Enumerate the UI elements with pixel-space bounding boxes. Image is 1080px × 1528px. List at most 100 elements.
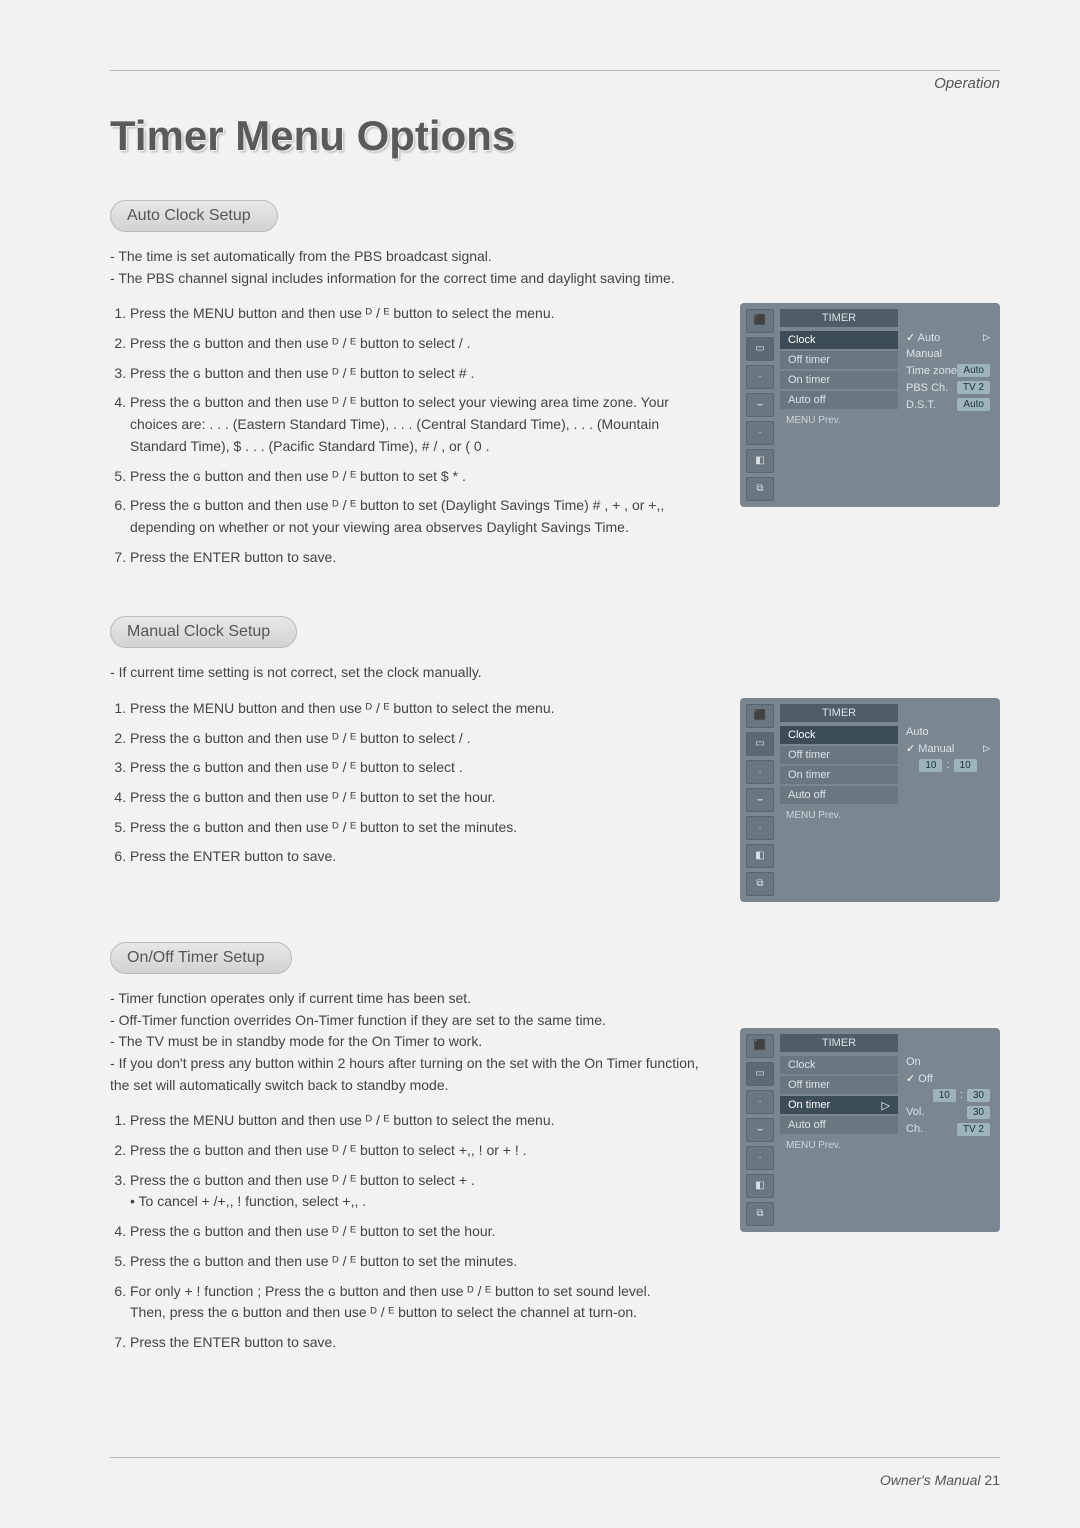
osd-label: PBS Ch. bbox=[906, 382, 948, 394]
osd-title: TIMER bbox=[780, 309, 898, 327]
osd-title: TIMER bbox=[780, 704, 898, 722]
step: Press the ɢ button and then use ᴰ / ᴱ bu… bbox=[130, 1140, 690, 1162]
step: Press the ENTER button to save. bbox=[130, 547, 690, 569]
note: The PBS channel signal includes informat… bbox=[110, 268, 1000, 290]
osd-icon: ⬛ bbox=[746, 309, 774, 333]
step: Press the ɢ button and then use ᴰ / ᴱ bu… bbox=[130, 466, 690, 488]
osd-title: TIMER bbox=[780, 1034, 898, 1052]
arrow-icon: ▷ bbox=[983, 743, 990, 754]
step: Press the ENTER button to save. bbox=[130, 846, 690, 868]
osd-icon: ◧ bbox=[746, 844, 774, 868]
step: Press the ɢ button and then use ᴰ / ᴱ bu… bbox=[130, 1221, 690, 1243]
onoff-steps: Press the MENU button and then use ᴰ / ᴱ… bbox=[110, 1110, 710, 1353]
osd-icon: ▭ bbox=[746, 732, 774, 756]
osd-icon: ⌣ bbox=[746, 393, 774, 417]
osd-item: On timer ▷ bbox=[780, 1096, 898, 1114]
osd-icon: ⌣ bbox=[746, 1118, 774, 1142]
step: For only + ! function ; Press the ɢ butt… bbox=[130, 1281, 690, 1324]
osd-val: 10 bbox=[933, 1089, 956, 1102]
arrow-icon: ▷ bbox=[983, 332, 990, 343]
osd-right: Auto ▷ Manual Time zone Auto PBS Ch. TV 2 D… bbox=[902, 309, 994, 501]
auto-notes: The time is set automatically from the P… bbox=[110, 246, 1000, 289]
osd-icon: · bbox=[746, 760, 774, 784]
osd-val: 10 bbox=[954, 759, 977, 772]
osd-icon: ⧉ bbox=[746, 477, 774, 501]
osd-list: Clock Off timer On timer ▷ Auto off bbox=[780, 1056, 898, 1134]
osd-footer: MENU Prev. bbox=[780, 1136, 898, 1155]
manual-heading: Manual Clock Setup bbox=[110, 616, 297, 648]
osd-icon: ◧ bbox=[746, 449, 774, 473]
osd-icon-col: ⬛ ▭ · ⌣ · ◧ ⧉ bbox=[746, 1034, 776, 1226]
osd-label: Vol. bbox=[906, 1106, 924, 1118]
step: Press the ɢ button and then use ᴰ / ᴱ bu… bbox=[130, 333, 690, 355]
osd-label: Time zone bbox=[906, 365, 957, 377]
page-title: Timer Menu Options bbox=[110, 112, 1000, 160]
osd-icon: ⧉ bbox=[746, 872, 774, 896]
osd-item: Clock bbox=[780, 331, 898, 349]
osd-opt: On bbox=[906, 1056, 921, 1068]
section-manual-clock: Manual Clock Setup If current time setti… bbox=[110, 616, 1000, 902]
section-onoff-timer: On/Off Timer Setup Timer function operat… bbox=[110, 942, 1000, 1362]
osd-val: TV 2 bbox=[957, 381, 990, 394]
osd-item: Clock bbox=[780, 726, 898, 744]
osd-val: 10 bbox=[919, 759, 942, 772]
osd-item: Auto off bbox=[780, 1116, 898, 1134]
manual-notes: If current time setting is not correct, … bbox=[110, 662, 1000, 684]
note: Off-Timer function overrides On-Timer fu… bbox=[110, 1010, 710, 1032]
osd-val: 30 bbox=[967, 1106, 990, 1119]
osd-icon: ◧ bbox=[746, 1174, 774, 1198]
osd-footer: MENU Prev. bbox=[780, 411, 898, 430]
osd-item: Off timer bbox=[780, 1076, 898, 1094]
note: Timer function operates only if current … bbox=[110, 988, 710, 1010]
note: If you don't press any button within 2 h… bbox=[110, 1053, 710, 1096]
colon: : bbox=[960, 1089, 963, 1101]
osd-opt: Auto bbox=[906, 331, 940, 344]
osd-val: TV 2 bbox=[957, 1123, 990, 1136]
operation-label: Operation bbox=[110, 75, 1000, 92]
top-rule bbox=[110, 70, 1000, 71]
osd-item: Auto off bbox=[780, 786, 898, 804]
step: Press the ɢ button and then use ᴰ / ᴱ bu… bbox=[130, 787, 690, 809]
osd-manual: ⬛ ▭ · ⌣ · ◧ ⧉ TIMER Clock Off timer On bbox=[740, 698, 1000, 902]
footer-page: 21 bbox=[984, 1472, 1000, 1488]
note: The time is set automatically from the P… bbox=[110, 246, 1000, 268]
onoff-notes: Timer function operates only if current … bbox=[110, 988, 710, 1096]
osd-auto: ⬛ ▭ · ⌣ · ◧ ⧉ TIMER Clock Off timer On bbox=[740, 303, 1000, 507]
osd-icon: · bbox=[746, 421, 774, 445]
osd-label: D.S.T. bbox=[906, 399, 936, 411]
osd-onoff: ⬛ ▭ · ⌣ · ◧ ⧉ TIMER Clock Off timer On bbox=[740, 1028, 1000, 1232]
osd-icon-col: ⬛ ▭ · ⌣ · ◧ ⧉ bbox=[746, 704, 776, 896]
arrow-icon: ▷ bbox=[882, 1099, 890, 1112]
note: If current time setting is not correct, … bbox=[110, 662, 1000, 684]
osd-icon: · bbox=[746, 816, 774, 840]
osd-val: Auto bbox=[957, 398, 990, 411]
osd-label: Ch. bbox=[906, 1123, 923, 1135]
step: Press the ɢ button and then use ᴰ / ᴱ bu… bbox=[130, 495, 690, 538]
osd-opt: Auto bbox=[906, 726, 929, 738]
osd-opt: Manual bbox=[906, 742, 954, 755]
osd-icon: ⬛ bbox=[746, 704, 774, 728]
osd-right: On Off 10 : 30 Vol.30 Ch.TV 2 bbox=[902, 1034, 994, 1226]
colon: : bbox=[946, 759, 949, 771]
auto-steps: Press the MENU button and then use ᴰ / ᴱ… bbox=[110, 303, 710, 568]
step: Press the ɢ button and then use ᴰ / ᴱ bu… bbox=[130, 363, 690, 385]
osd-icon: ⧉ bbox=[746, 1202, 774, 1226]
osd-item: Auto off bbox=[780, 391, 898, 409]
osd-footer: MENU Prev. bbox=[780, 806, 898, 825]
osd-opt: Manual bbox=[906, 348, 942, 360]
osd-list: Clock Off timer On timer Auto off bbox=[780, 726, 898, 804]
manual-steps: Press the MENU button and then use ᴰ / ᴱ… bbox=[110, 698, 710, 868]
osd-val: 30 bbox=[967, 1089, 990, 1102]
osd-icon: · bbox=[746, 1146, 774, 1170]
step: Press the ɢ button and then use ᴰ / ᴱ bu… bbox=[130, 1251, 690, 1273]
osd-item: Off timer bbox=[780, 351, 898, 369]
osd-icon: · bbox=[746, 365, 774, 389]
step: Press the ɢ button and then use ᴰ / ᴱ bu… bbox=[130, 817, 690, 839]
footer: Owner's Manual 21 bbox=[880, 1472, 1000, 1488]
osd-icon: · bbox=[746, 1090, 774, 1114]
bottom-rule bbox=[110, 1457, 1000, 1458]
osd-list: Clock Off timer On timer Auto off bbox=[780, 331, 898, 409]
osd-item: Clock bbox=[780, 1056, 898, 1074]
onoff-heading: On/Off Timer Setup bbox=[110, 942, 292, 974]
step: Press the ɢ button and then use ᴰ / ᴱ bu… bbox=[130, 1170, 690, 1213]
